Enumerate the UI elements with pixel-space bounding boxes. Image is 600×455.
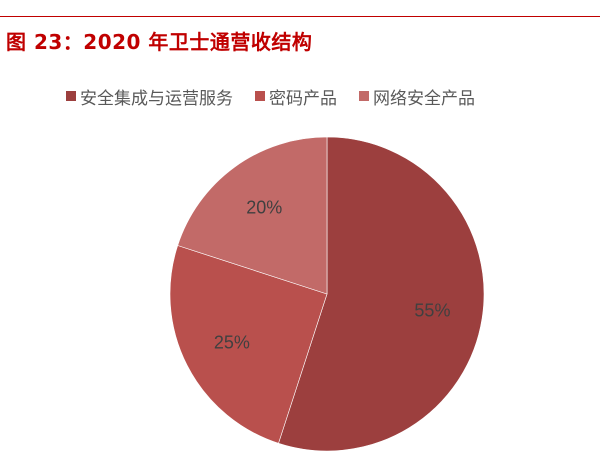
pie-label-1: 25% xyxy=(214,332,250,352)
pie-label-2: 20% xyxy=(246,198,282,218)
top-rule xyxy=(0,16,600,17)
legend-item-0: 安全集成与运营服务 xyxy=(66,84,233,109)
legend-label-1: 密码产品 xyxy=(269,88,337,109)
pie-labels: 55% 25% 20% xyxy=(214,198,451,353)
legend-swatch-0 xyxy=(66,91,76,101)
pie-label-0: 55% xyxy=(414,301,450,321)
legend-item-1: 密码产品 xyxy=(255,84,337,109)
legend-label-2: 网络安全产品 xyxy=(373,88,475,109)
figure-title: 图 23：2020 年卫士通营收结构 xyxy=(6,30,313,54)
legend-swatch-2 xyxy=(359,91,369,101)
pie-slice-2 xyxy=(177,136,328,295)
legend-item-2: 网络安全产品 xyxy=(359,84,475,109)
legend-swatch-1 xyxy=(255,91,265,101)
pie-slices xyxy=(169,136,485,452)
pie-slice-0 xyxy=(278,136,485,452)
legend: 安全集成与运营服务 密码产品 网络安全产品 xyxy=(66,84,497,109)
pie-slice-1 xyxy=(169,245,328,444)
legend-label-0: 安全集成与运营服务 xyxy=(80,88,233,109)
